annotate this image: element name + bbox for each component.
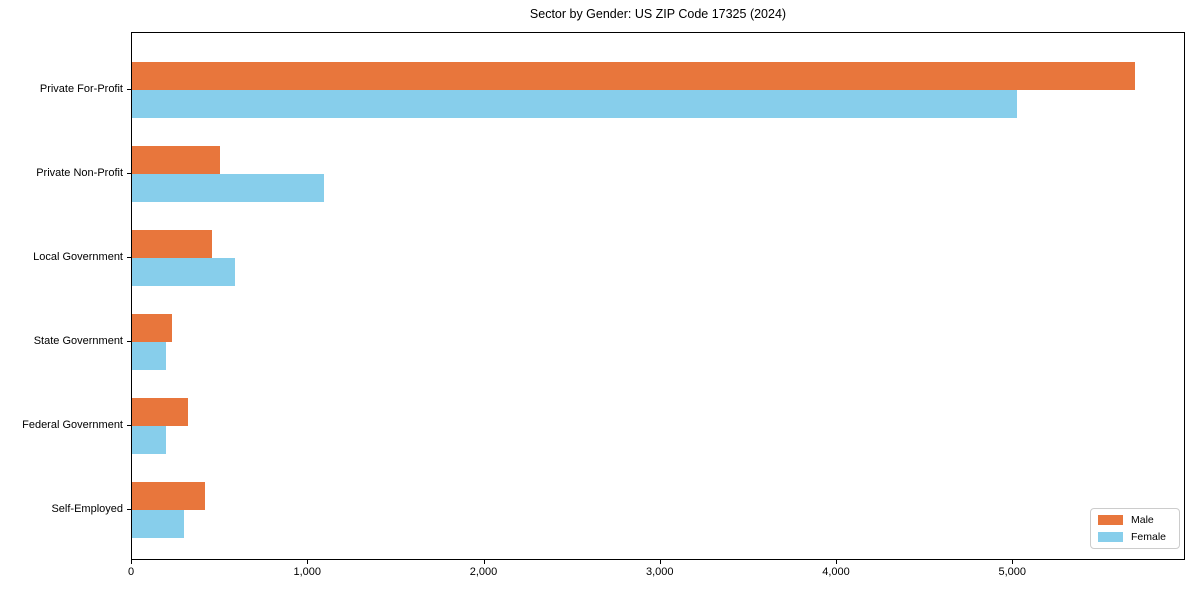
x-tick-label: 2,000: [469, 566, 498, 578]
x-tick-label: 1,000: [293, 566, 322, 578]
chart-title: Sector by Gender: US ZIP Code 17325 (202…: [529, 7, 787, 21]
y-tick-mark: [127, 256, 131, 258]
bar-female-local-government: [132, 258, 235, 286]
x-tick-label: 0: [127, 566, 135, 578]
bar-male-self-employed: [132, 482, 205, 510]
bar-male-private-for-profit: [132, 62, 1135, 90]
legend-label-male: Male: [1131, 514, 1154, 526]
bar-female-private-for-profit: [132, 90, 1017, 118]
y-axis-label-self-employed: Self-Employed: [51, 503, 123, 515]
legend-entry-female: Female: [1098, 530, 1172, 543]
legend: Male Female: [1090, 508, 1180, 549]
legend-swatch-male: [1098, 515, 1123, 526]
x-tick-mark: [131, 560, 132, 564]
x-tick-mark: [659, 560, 661, 564]
bar-female-self-employed: [132, 510, 184, 538]
x-tick-label: 4,000: [822, 566, 850, 578]
x-tick-mark: [1012, 560, 1014, 564]
y-axis-label-private-non-profit: Private Non-Profit: [36, 167, 123, 179]
bar-female-private-non-profit: [132, 174, 324, 202]
bar-male-state-government: [132, 314, 172, 342]
bar-female-federal-government: [132, 426, 166, 454]
y-axis-label-private-for-profit: Private For-Profit: [39, 83, 123, 95]
y-axis-label-state-government: State Government: [33, 335, 123, 347]
y-tick-mark: [127, 172, 131, 174]
bar-male-federal-government: [132, 398, 188, 426]
legend-entry-male: Male: [1098, 515, 1172, 526]
bar-male-local-government: [132, 230, 212, 258]
y-tick-mark: [127, 508, 131, 510]
bar-female-state-government: [132, 342, 166, 370]
y-tick-mark: [127, 424, 131, 426]
y-axis-label-federal-government: Federal Government: [22, 419, 123, 431]
legend-swatch-female: [1098, 531, 1123, 542]
y-tick-mark: [127, 340, 131, 342]
bar-male-private-non-profit: [132, 146, 220, 174]
x-tick-mark: [307, 560, 309, 564]
x-tick-mark: [836, 560, 838, 564]
plot-area: [131, 32, 1185, 560]
y-tick-mark: [127, 88, 131, 90]
x-tick-label: 3,000: [645, 566, 674, 578]
x-tick-mark: [483, 560, 485, 564]
x-tick-label: 5,000: [998, 566, 1027, 578]
y-axis-label-local-government: Local Government: [33, 251, 123, 263]
legend-label-female: Female: [1131, 530, 1167, 543]
